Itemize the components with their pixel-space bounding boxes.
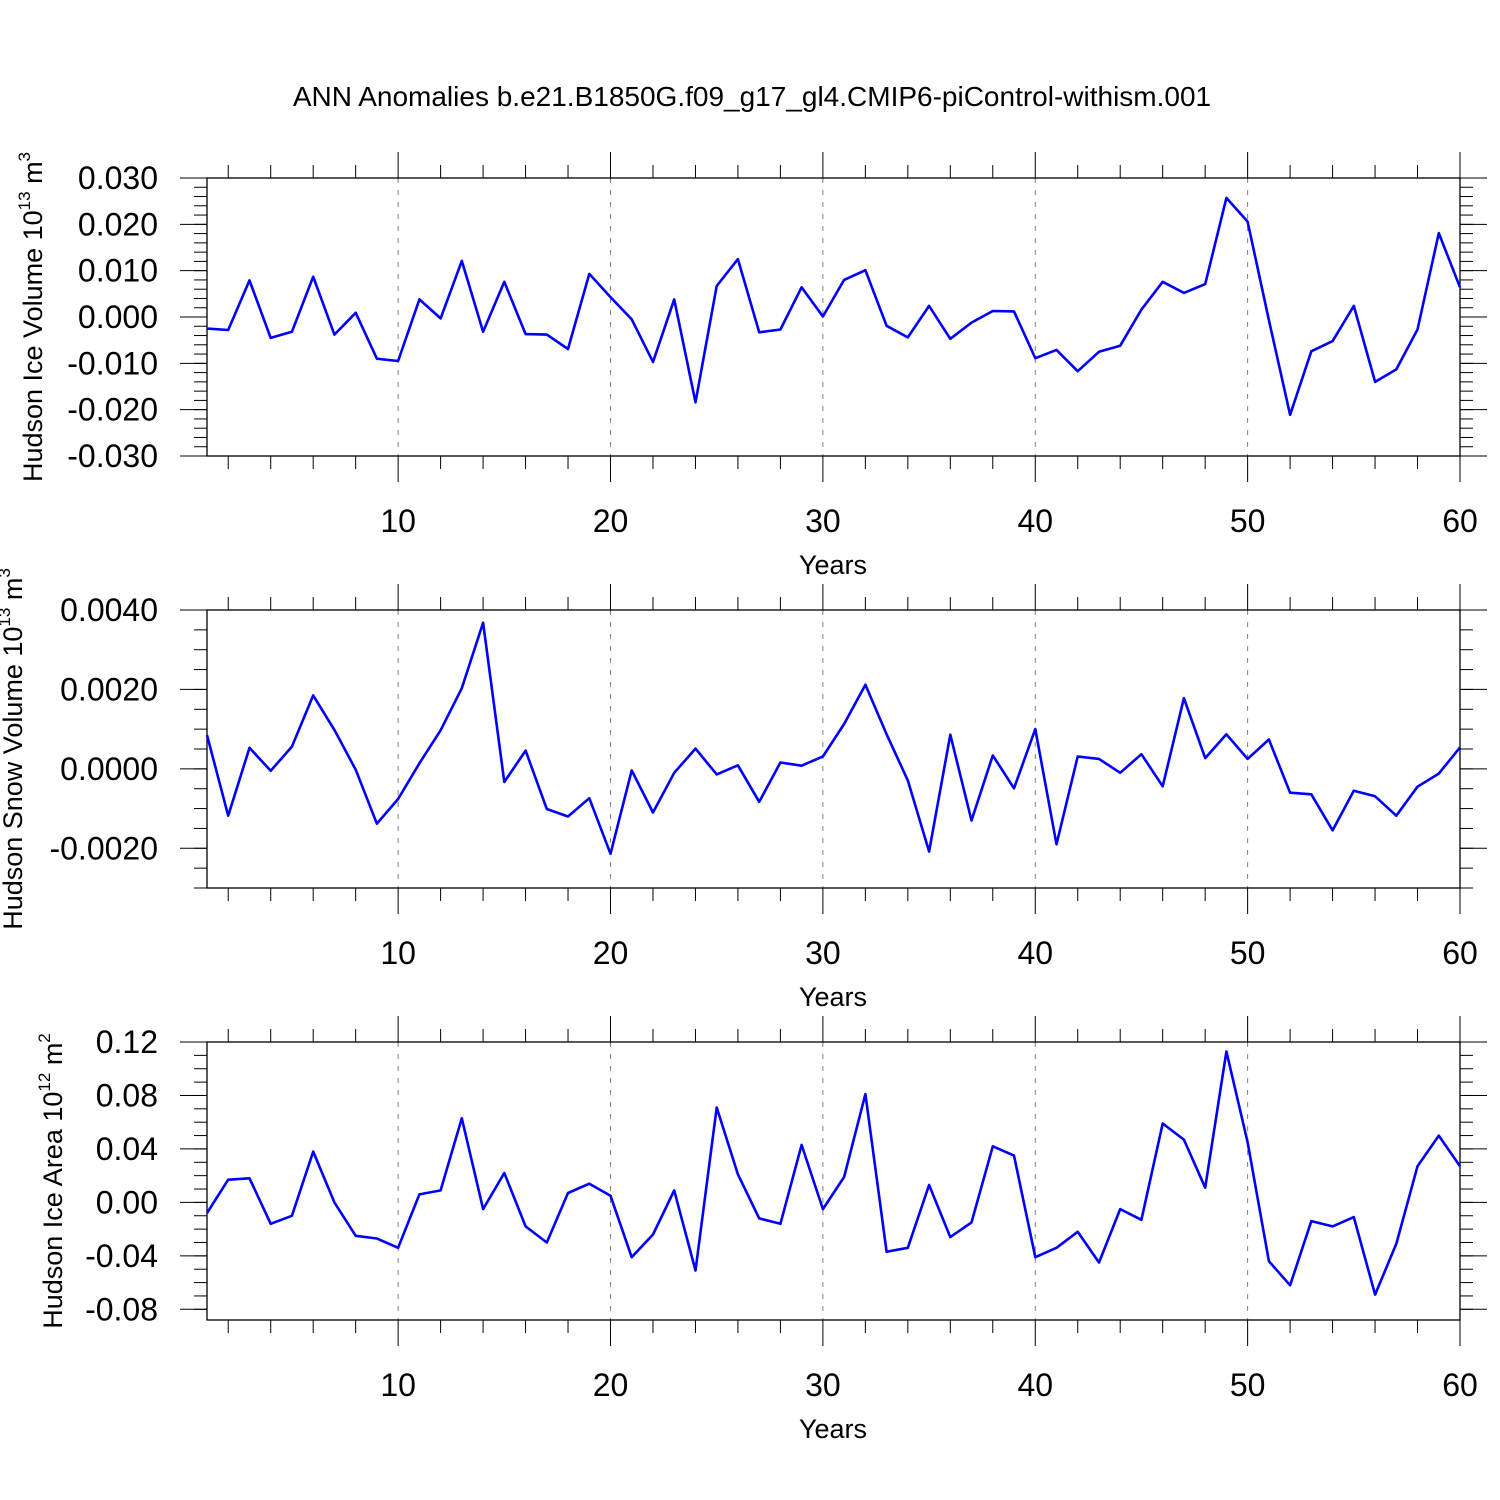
y-tick-label: 0.08 — [96, 1077, 158, 1113]
x-tick-label: 20 — [593, 503, 629, 539]
x-tick-label: 10 — [380, 1367, 416, 1403]
y-axis-label: Hudson Snow Volume 1013 m3 — [0, 568, 28, 930]
x-tick-label: 20 — [593, 1367, 629, 1403]
y-tick-label: -0.08 — [85, 1291, 158, 1327]
x-tick-label: 40 — [1017, 935, 1053, 971]
y-axis-label-exponent: 13 — [15, 191, 34, 210]
series-line — [205, 621, 1462, 856]
y-axis-label-text: Hudson Snow Volume 10 — [0, 627, 28, 930]
plot-frame — [206, 177, 1461, 457]
x-tick-label: 60 — [1442, 1367, 1478, 1403]
y-tick-label: -0.020 — [67, 392, 158, 428]
x-axis-label: Years — [799, 982, 867, 1012]
x-tick-label: 30 — [805, 935, 841, 971]
y-axis-label-exponent: 13 — [0, 608, 14, 627]
y-tick-label: 0.12 — [96, 1024, 158, 1060]
y-tick-label: 0.000 — [78, 299, 158, 335]
y-tick-label: 0.0000 — [60, 751, 158, 787]
y-tick-label: 0.00 — [96, 1184, 158, 1220]
x-tick-label: 10 — [380, 503, 416, 539]
panel-1: 10 20 30 40 50 60 Years -0.030 -0.020 -0.010 0.000… — [15, 152, 1487, 580]
y-axis-label-exponent: 3 — [15, 152, 34, 161]
chart-title: ANN Anomalies b.e21.B1850G.f09_g17_gl4.C… — [293, 81, 1211, 112]
x-tick-label: 60 — [1442, 503, 1478, 539]
y-axis-label: Hudson Ice Area 1012 m2 — [35, 1033, 68, 1329]
x-tick-label: 60 — [1442, 935, 1478, 971]
y-tick-label: -0.030 — [67, 438, 158, 474]
y-axis-label-exponent: 3 — [0, 568, 14, 577]
series-line — [205, 1050, 1462, 1296]
y-axis-label: Hudson Ice Volume 1013 m3 — [15, 152, 48, 482]
x-tick-label: 50 — [1230, 503, 1266, 539]
panel-3: 10 20 30 40 50 60 Years -0.08 -0.04 0.00 0.04 0.08 0… — [35, 1016, 1487, 1444]
x-tick-label: 40 — [1017, 1367, 1053, 1403]
panels: 10 20 30 40 50 60Years-0.030-0.020-0.0100.000… — [0, 152, 1487, 1444]
plot-frame — [206, 1041, 1461, 1321]
panel-2: 10 20 30 40 50 60 Years -0.0020 0.0000 0.0020 0.00… — [0, 568, 1487, 1012]
x-tick-label: 50 — [1230, 1367, 1266, 1403]
y-tick-label: 0.0020 — [60, 671, 158, 707]
y-tick-label: 0.020 — [78, 206, 158, 242]
y-tick-label: -0.04 — [85, 1238, 158, 1274]
y-tick-label: 0.0040 — [60, 592, 158, 628]
series-line — [206, 196, 1462, 417]
y-axis-label-text: m — [38, 1043, 68, 1073]
y-tick-label: 0.010 — [78, 253, 158, 289]
x-axis-label: Years — [799, 1414, 867, 1444]
y-axis-label-text: Hudson Ice Volume 10 — [18, 210, 48, 482]
y-axis-label-text: Hudson Ice Area 10 — [38, 1092, 68, 1329]
x-tick-label: 30 — [805, 503, 841, 539]
x-tick-label: 20 — [593, 935, 629, 971]
x-tick-label: 40 — [1017, 503, 1053, 539]
y-tick-label: -0.0020 — [49, 830, 158, 866]
y-tick-label: -0.010 — [67, 345, 158, 381]
y-axis-label-text: m — [0, 578, 28, 608]
y-axis-label-text: m — [18, 161, 48, 191]
x-tick-label: 10 — [380, 935, 416, 971]
x-tick-label: 50 — [1230, 935, 1266, 971]
y-tick-label: 0.04 — [96, 1131, 158, 1167]
x-axis-label: Years — [799, 550, 867, 580]
y-axis-label-exponent: 12 — [35, 1073, 54, 1092]
y-tick-label: 0.030 — [78, 160, 158, 196]
x-tick-label: 30 — [805, 1367, 841, 1403]
y-axis-label-exponent: 2 — [35, 1033, 54, 1042]
